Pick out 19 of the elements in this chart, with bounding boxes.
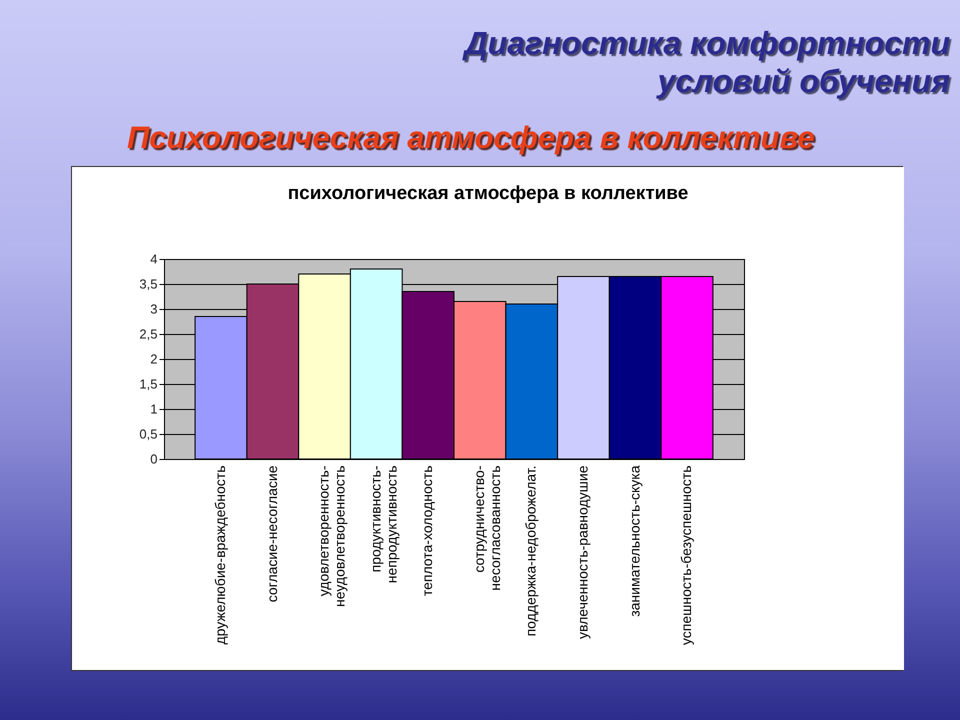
x-tick-label: занимательность-скука bbox=[626, 465, 642, 617]
y-tick-label: 3 bbox=[150, 302, 158, 316]
x-tick-label: теплота-холодность bbox=[419, 466, 436, 596]
y-tick-label: 2 bbox=[150, 352, 158, 366]
x-tick-label: дружелюбие-враждебность bbox=[212, 466, 228, 645]
y-tick-label: 3,5 bbox=[139, 276, 158, 292]
y-tick-label: 0,5 bbox=[139, 426, 158, 442]
y-tick-label: 1,5 bbox=[139, 376, 158, 392]
y-tick-label: 4 bbox=[150, 252, 158, 266]
x-tick-label: успешность-безуспешность bbox=[678, 466, 694, 646]
x-tick-label: поддержка-недоброжелат. bbox=[522, 466, 539, 636]
x-tick-label: увлеченность-равнодушие bbox=[574, 465, 590, 640]
chart-title: психологическая атмосфера в коллективе bbox=[288, 183, 688, 204]
y-tick-label: 0 bbox=[150, 452, 158, 466]
text: Психологическая атмосфера в коллективе bbox=[127, 119, 815, 157]
x-tick-label: согласие-несогласие bbox=[264, 465, 280, 602]
y-tick-label: 1 bbox=[150, 402, 158, 416]
y-tick-label: 2,5 bbox=[139, 326, 158, 342]
text: Диагностика комфортности условий обучения bbox=[461, 24, 950, 100]
